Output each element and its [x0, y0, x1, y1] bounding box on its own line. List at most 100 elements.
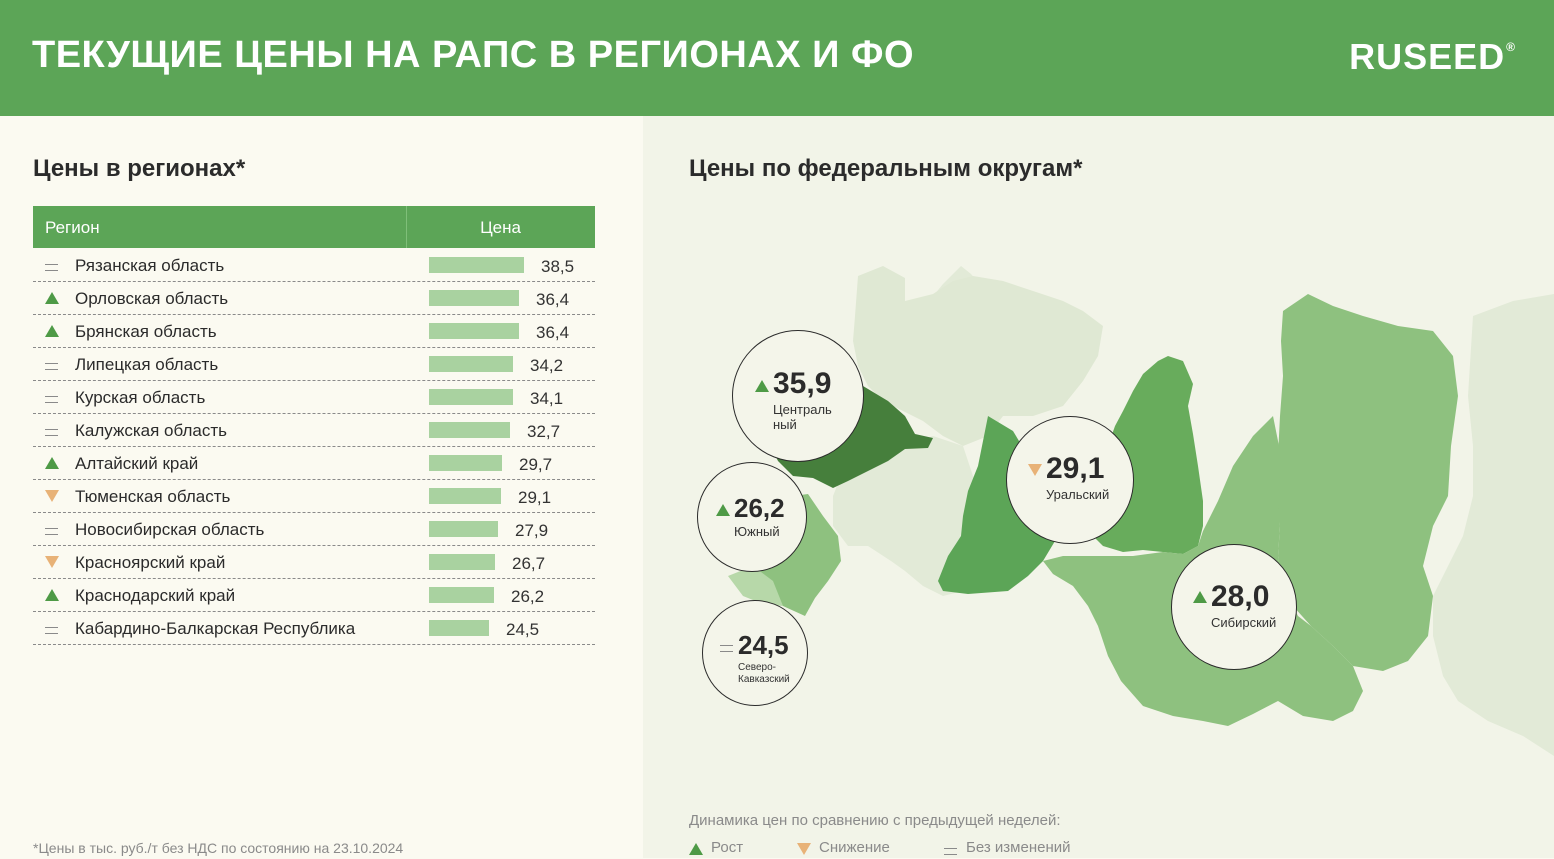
- trend-indicator: [45, 390, 61, 404]
- trend-indicator: [45, 489, 61, 503]
- district-value: 24,5: [738, 630, 789, 660]
- trend-indicator: [45, 456, 61, 470]
- table-row: Краснодарский край 26,2: [33, 579, 595, 612]
- region-name: Краснодарский край: [75, 586, 236, 605]
- region-name: Кабардино-Балкарская Республика: [75, 619, 356, 638]
- trend-indicator: [45, 522, 61, 536]
- district-name-line: Южный: [734, 524, 780, 539]
- trend-indicator: [45, 357, 61, 371]
- region-name: Алтайский край: [75, 454, 199, 473]
- trend-down-icon: [45, 556, 59, 568]
- district-bubble: 28,0 Сибирский: [1171, 544, 1297, 670]
- no-change-icon: [45, 264, 58, 271]
- trend-indicator: [45, 291, 61, 305]
- price-value: 32,7: [527, 422, 561, 441]
- region-column-header: Регион: [45, 218, 100, 237]
- trend-indicator: [45, 324, 61, 338]
- table-row: Калужская область 32,7: [33, 414, 595, 447]
- table-row: Орловская область 36,4: [33, 282, 595, 315]
- price-bar: [429, 257, 524, 273]
- map-northwest: [853, 266, 1103, 446]
- legend-marker: [944, 842, 957, 859]
- price-value: 24,5: [506, 620, 540, 639]
- trend-up-icon: [45, 589, 59, 601]
- price-value: 26,7: [512, 554, 546, 573]
- district-value: 35,9: [773, 367, 832, 400]
- legend-label: Рост: [711, 839, 744, 856]
- price-bar: [429, 455, 502, 471]
- no-change-icon: [45, 363, 58, 370]
- district-name: Уральский: [1046, 487, 1109, 503]
- ruseed-logo: RUSEED®: [1349, 36, 1516, 77]
- legend-title: Динамика цен по сравнению с предыдущей н…: [689, 812, 1061, 829]
- district-trend-indicator: [1193, 590, 1207, 608]
- price-value: 34,2: [530, 356, 564, 375]
- region-name: Новосибирская область: [75, 520, 265, 539]
- table-row: Новосибирская область 27,9: [33, 513, 595, 546]
- district-bubble: 26,2 Южный: [697, 462, 807, 572]
- price-bar: [429, 554, 495, 570]
- price-value: 29,7: [519, 455, 553, 474]
- no-change-icon: [45, 396, 58, 403]
- trend-up-icon: [45, 292, 59, 304]
- region-name: Тюменская область: [75, 487, 231, 506]
- trend-down-icon: [797, 843, 811, 855]
- price-value: 36,4: [536, 323, 570, 342]
- district-name: Северо- Кавказский: [738, 662, 790, 685]
- price-column-header: Цена: [480, 218, 521, 237]
- district-value: 26,2: [734, 493, 785, 523]
- price-bar: [429, 356, 513, 372]
- price-value: 36,4: [536, 290, 570, 309]
- table-row: Рязанская область 38,5: [33, 249, 595, 282]
- map-far-east: [1433, 294, 1554, 756]
- region-name: Орловская область: [75, 289, 229, 308]
- districts-title: Цены по федеральным округам*: [689, 155, 1083, 182]
- legend-label: Без изменений: [966, 839, 1071, 856]
- trend-up-icon: [45, 325, 59, 337]
- district-name: Южный: [734, 524, 780, 540]
- region-name: Красноярский край: [75, 553, 226, 572]
- price-value: 34,1: [530, 389, 564, 408]
- district-trend-indicator: [755, 379, 769, 397]
- district-name-line: Сибирский: [1211, 615, 1277, 630]
- trend-up-icon: [716, 504, 730, 516]
- price-bar: [429, 422, 510, 438]
- table-row: Алтайский край 29,7: [33, 447, 595, 480]
- footnote: *Цены в тыс. руб./т без НДС по состоянию…: [33, 840, 404, 856]
- trend-up-icon: [755, 380, 769, 392]
- no-change-icon: [45, 627, 58, 634]
- map-north-caucasus-district: [728, 566, 783, 606]
- table-row: Липецкая область 34,2: [33, 348, 595, 381]
- no-change-icon: [45, 528, 58, 535]
- district-trend-indicator: [720, 639, 733, 657]
- price-bar: [429, 389, 513, 405]
- district-value: 28,0: [1211, 580, 1270, 613]
- no-change-icon: [720, 645, 733, 652]
- table-row: Красноярский край 26,7: [33, 546, 595, 579]
- district-bubble: 29,1 Уральский: [1006, 416, 1134, 544]
- trend-up-icon: [45, 457, 59, 469]
- region-name: Липецкая область: [75, 355, 219, 374]
- table-row: Тюменская область 29,1: [33, 480, 595, 513]
- district-trend-indicator: [1028, 463, 1042, 481]
- price-bar: [429, 521, 498, 537]
- price-bar: [429, 290, 519, 306]
- region-name: Рязанская область: [75, 256, 225, 275]
- price-value: 29,1: [518, 488, 552, 507]
- regions-title: Цены в регионах*: [33, 155, 246, 182]
- header-bar: ТЕКУЩИЕ ЦЕНЫ НА РАПС В РЕГИОНАХ И ФО RUS…: [0, 0, 1554, 116]
- trend-indicator: [45, 258, 61, 272]
- region-name: Брянская область: [75, 322, 217, 341]
- price-bar: [429, 620, 489, 636]
- trend-down-icon: [1028, 464, 1042, 476]
- header-divider: [406, 206, 407, 248]
- legend-marker: [689, 842, 703, 859]
- table-row: Брянская область 36,4: [33, 315, 595, 348]
- region-name: Курская область: [75, 388, 206, 407]
- district-bubble: 35,9 Централь ный: [732, 330, 864, 462]
- no-change-icon: [944, 848, 957, 855]
- no-change-icon: [45, 429, 58, 436]
- trend-indicator: [45, 588, 61, 602]
- price-bar: [429, 587, 494, 603]
- trend-indicator: [45, 423, 61, 437]
